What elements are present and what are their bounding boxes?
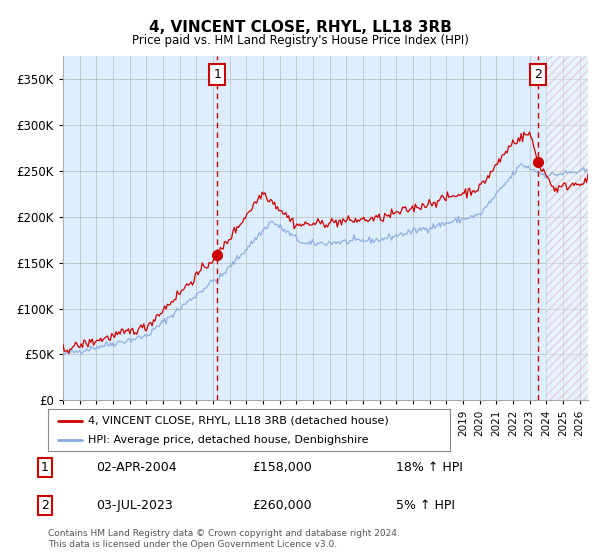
Text: Price paid vs. HM Land Registry's House Price Index (HPI): Price paid vs. HM Land Registry's House … — [131, 34, 469, 46]
Text: 2: 2 — [41, 499, 49, 512]
Bar — [547, 56, 588, 400]
Text: 4, VINCENT CLOSE, RHYL, LL18 3RB: 4, VINCENT CLOSE, RHYL, LL18 3RB — [149, 20, 451, 35]
Text: Contains HM Land Registry data © Crown copyright and database right 2024.
This d: Contains HM Land Registry data © Crown c… — [48, 529, 400, 549]
Text: HPI: Average price, detached house, Denbighshire: HPI: Average price, detached house, Denb… — [88, 435, 368, 445]
Text: 4, VINCENT CLOSE, RHYL, LL18 3RB (detached house): 4, VINCENT CLOSE, RHYL, LL18 3RB (detach… — [88, 416, 389, 426]
Text: 02-APR-2004: 02-APR-2004 — [96, 461, 176, 474]
Text: 2: 2 — [534, 68, 542, 81]
Text: £260,000: £260,000 — [252, 499, 311, 512]
Text: 1: 1 — [41, 461, 49, 474]
Text: 1: 1 — [213, 68, 221, 81]
Text: 18% ↑ HPI: 18% ↑ HPI — [396, 461, 463, 474]
Text: £158,000: £158,000 — [252, 461, 312, 474]
Text: 5% ↑ HPI: 5% ↑ HPI — [396, 499, 455, 512]
Text: 03-JUL-2023: 03-JUL-2023 — [96, 499, 173, 512]
